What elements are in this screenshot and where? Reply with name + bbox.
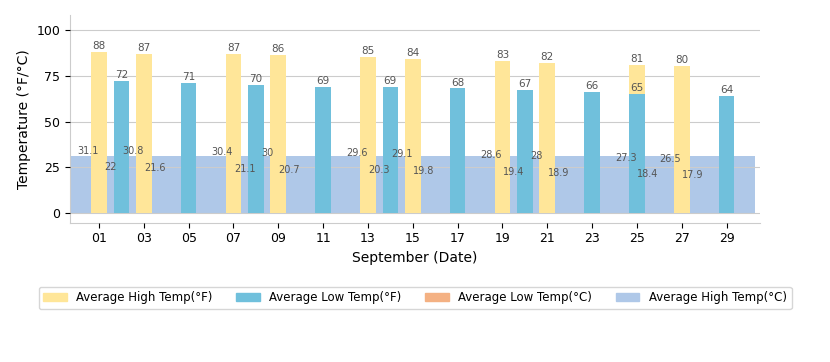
Text: 28.6: 28.6 — [481, 150, 502, 160]
Y-axis label: Temperature (°F/°C): Temperature (°F/°C) — [17, 49, 31, 189]
Bar — [405, 59, 421, 213]
Bar — [408, 177, 417, 213]
Text: 81: 81 — [630, 54, 643, 64]
Text: 65: 65 — [630, 83, 643, 93]
Bar — [95, 173, 104, 213]
Text: 69: 69 — [383, 76, 397, 86]
Text: 84: 84 — [406, 48, 419, 58]
Bar — [540, 63, 555, 213]
Bar — [719, 96, 735, 213]
Bar — [91, 52, 107, 213]
Legend: Average High Temp(°F), Average Low Temp(°F), Average Low Temp(°C), Average High : Average High Temp(°F), Average Low Temp(… — [38, 286, 792, 309]
Text: 80: 80 — [675, 55, 688, 66]
Text: 71: 71 — [182, 72, 195, 82]
Text: 70: 70 — [249, 74, 262, 84]
Text: 29.6: 29.6 — [346, 148, 368, 159]
Text: 19.8: 19.8 — [413, 167, 435, 176]
Text: 18.4: 18.4 — [637, 169, 659, 179]
Text: 20.7: 20.7 — [279, 165, 300, 175]
Bar — [632, 180, 642, 213]
Bar — [226, 54, 242, 213]
Text: 82: 82 — [540, 52, 554, 62]
Text: 83: 83 — [496, 50, 509, 60]
Bar — [495, 61, 510, 213]
Bar — [450, 88, 466, 213]
Text: 20.3: 20.3 — [369, 165, 390, 176]
Bar — [517, 90, 533, 213]
Bar — [674, 66, 690, 213]
Bar — [71, 156, 754, 213]
Bar — [383, 87, 398, 213]
Text: 88: 88 — [92, 41, 105, 51]
Bar — [584, 92, 600, 213]
Text: 18.9: 18.9 — [548, 168, 569, 178]
Text: 67: 67 — [518, 79, 531, 89]
Text: 19.4: 19.4 — [503, 167, 525, 177]
Text: 30: 30 — [261, 148, 273, 158]
Text: 30.4: 30.4 — [212, 147, 233, 157]
Text: 28: 28 — [530, 151, 542, 161]
Text: 87: 87 — [227, 43, 240, 52]
Text: 64: 64 — [720, 85, 733, 95]
Bar — [543, 178, 552, 213]
Bar — [364, 176, 373, 213]
Bar — [677, 180, 686, 213]
Text: 26.5: 26.5 — [660, 154, 681, 164]
Bar — [181, 83, 197, 213]
Text: 69: 69 — [316, 76, 330, 86]
Text: 27.3: 27.3 — [615, 153, 637, 163]
Text: 68: 68 — [451, 77, 464, 88]
Text: 21.6: 21.6 — [144, 163, 166, 173]
Text: 86: 86 — [271, 45, 285, 55]
X-axis label: September (Date): September (Date) — [352, 251, 478, 265]
Bar — [229, 174, 238, 213]
Bar — [498, 178, 507, 213]
Bar — [274, 175, 283, 213]
Text: 22: 22 — [104, 163, 116, 172]
Bar — [139, 174, 149, 213]
Bar — [315, 87, 331, 213]
Text: 17.9: 17.9 — [682, 170, 704, 180]
Bar — [136, 54, 152, 213]
Bar — [114, 81, 129, 213]
Bar — [248, 85, 264, 213]
Text: 31.1: 31.1 — [77, 146, 99, 156]
Text: 85: 85 — [361, 46, 374, 56]
Text: 87: 87 — [137, 43, 150, 52]
Text: 21.1: 21.1 — [234, 164, 256, 174]
Text: 66: 66 — [585, 81, 598, 91]
Bar — [629, 64, 645, 213]
Bar — [360, 57, 376, 213]
Text: 29.1: 29.1 — [391, 150, 413, 159]
Text: 72: 72 — [115, 70, 128, 80]
Text: 30.8: 30.8 — [122, 146, 144, 156]
Bar — [629, 94, 645, 213]
Bar — [271, 55, 286, 213]
